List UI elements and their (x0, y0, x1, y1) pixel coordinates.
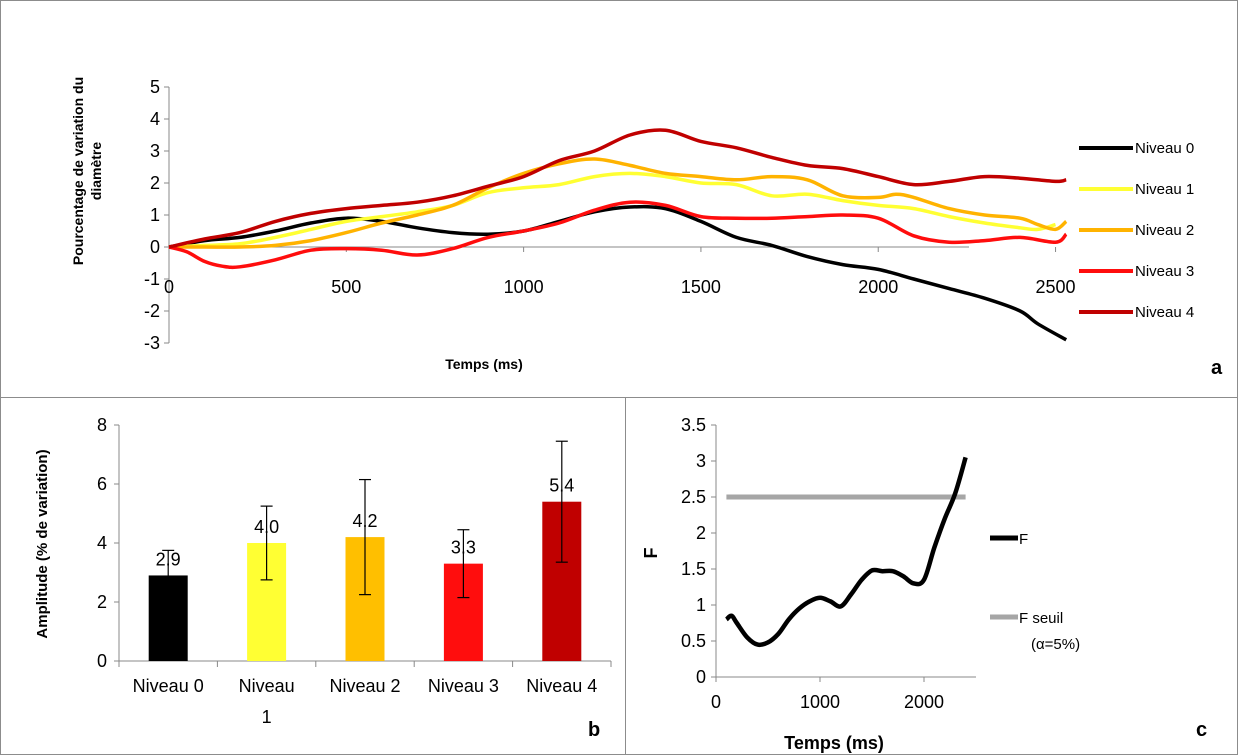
chart-b-y-axis-title: Amplitude (% de variation) (34, 449, 51, 638)
chart-a-y-tick-label: 3 (150, 141, 160, 161)
chart-a-y-tick-label: 4 (150, 109, 160, 129)
chart-b-y-tick-label: 6 (97, 474, 107, 494)
chart-b-category-label: 1 (262, 707, 272, 727)
chart-a-series-line-niveau-1 (168, 171, 1057, 249)
chart-c-x-axis-title: Temps (ms) (784, 733, 884, 753)
chart-b-data-label: 2.9 (156, 549, 181, 569)
chart-c-x-tick-label: 1000 (800, 692, 840, 712)
chart-a-x-axis-title: Temps (ms) (445, 356, 523, 372)
chart-c-y-tick-label: 3.5 (681, 415, 706, 435)
chart-b-category-label: Niveau 0 (133, 676, 204, 696)
panel-b-bar-chart: 8 6 4 2 0 2.9 4.0 4.2 3.3 5.4 Niveau 0 Niveau 1 Niv… (0, 397, 626, 755)
chart-c-x-tick-label: 2000 (904, 692, 944, 712)
chart-a-y-tick-label: -2 (144, 301, 160, 321)
chart-b-y-tick-label: 2 (97, 592, 107, 612)
chart-a-x-tick-label: 1500 (681, 277, 721, 297)
chart-b-data-label: 4.2 (352, 511, 377, 531)
chart-b-svg: 8 6 4 2 0 2.9 4.0 4.2 3.3 5.4 Niveau 0 Niveau 1 Niv… (34, 415, 612, 741)
legend-a-label-niveau-4: Niveau 4 (1135, 304, 1194, 321)
chart-c-f-line (724, 456, 968, 648)
legend-c-label-f: F (1019, 531, 1028, 548)
chart-c-y-tick-label: 0.5 (681, 631, 706, 651)
legend-a-label-niveau-1: Niveau 1 (1135, 181, 1194, 198)
chart-a-series-line-niveau-2 (168, 157, 1068, 249)
chart-c-y-tick-label: 0 (696, 667, 706, 687)
panel-c-line-chart: 3.5 3 2.5 2 1.5 1 0.5 0 0 1000 2000 Temps (ms) F F… (625, 397, 1238, 755)
chart-b-category-label: Niveau 3 (428, 676, 499, 696)
chart-a-y-tick-label: 1 (150, 205, 160, 225)
chart-a-series-line-niveau-3 (168, 200, 1068, 270)
panel-c-letter: c (1196, 719, 1207, 741)
chart-a-y-tick-label: -3 (144, 333, 160, 353)
chart-c-y-tick-label: 1.5 (681, 559, 706, 579)
chart-a-x-tick-label: 500 (331, 277, 361, 297)
chart-c-y-tick-label: 2 (696, 523, 706, 543)
chart-a-y-tick-label: 5 (150, 77, 160, 97)
chart-b-category-label: Niveau 2 (329, 676, 400, 696)
legend-a-label-niveau-3: Niveau 3 (1135, 263, 1194, 280)
chart-c-x-tick-label: 0 (711, 692, 721, 712)
legend-c-label-threshold: F seuil (1019, 610, 1063, 627)
chart-a-series-line-niveau-0 (168, 204, 1068, 342)
legend-c-label-alpha: (α=5%) (1031, 636, 1080, 653)
chart-c-svg: 3.5 3 2.5 2 1.5 1 0.5 00 1000 2000 Temps (ms) F F… (641, 415, 1207, 753)
chart-b-data-label: 5.4 (549, 476, 574, 496)
chart-a-x-tick-label: 0 (164, 277, 174, 297)
panel-a-letter: a (1211, 357, 1223, 379)
chart-a-x-tick-label: 2000 (858, 277, 898, 297)
chart-a-y-tick-label: 0 (150, 237, 160, 257)
chart-b-data-label: 4.0 (254, 517, 279, 537)
chart-a-x-tick-label: 2500 (1036, 277, 1076, 297)
chart-a-x-tick-label: 1000 (504, 277, 544, 297)
chart-b-category-label: Niveau 4 (526, 676, 597, 696)
chart-b-data-label: 3.3 (451, 538, 476, 558)
chart-a-y-tick-label: 2 (150, 173, 160, 193)
chart-b-category-label: Niveau (239, 676, 295, 696)
chart-c-y-tick-label: 1 (696, 595, 706, 615)
legend-a-label-niveau-0: Niveau 0 (1135, 140, 1194, 157)
chart-b-y-tick-label: 0 (97, 651, 107, 671)
chart-c-y-tick-label: 2.5 (681, 487, 706, 507)
chart-a-y-tick-label: -1 (144, 269, 160, 289)
chart-c-y-tick-label: 3 (696, 451, 706, 471)
panel-b-letter: b (588, 719, 600, 741)
chart-a-series-line-niveau-4 (168, 128, 1067, 249)
chart-a-y-axis-title-line1: Pourcentage de variation du (70, 77, 86, 265)
legend-a-label-niveau-2: Niveau 2 (1135, 222, 1194, 239)
chart-c-y-axis-title: F (641, 548, 661, 559)
chart-a-y-axis-title-line2: diamètre (88, 142, 104, 201)
chart-b-y-tick-label: 4 (97, 533, 107, 553)
chart-b-y-tick-label: 8 (97, 415, 107, 435)
panel-a-line-chart: 5 4 3 2 1 0 -1 -2 -3 0 500 1000 1500 2000 2500 Temps (… (0, 0, 1238, 398)
